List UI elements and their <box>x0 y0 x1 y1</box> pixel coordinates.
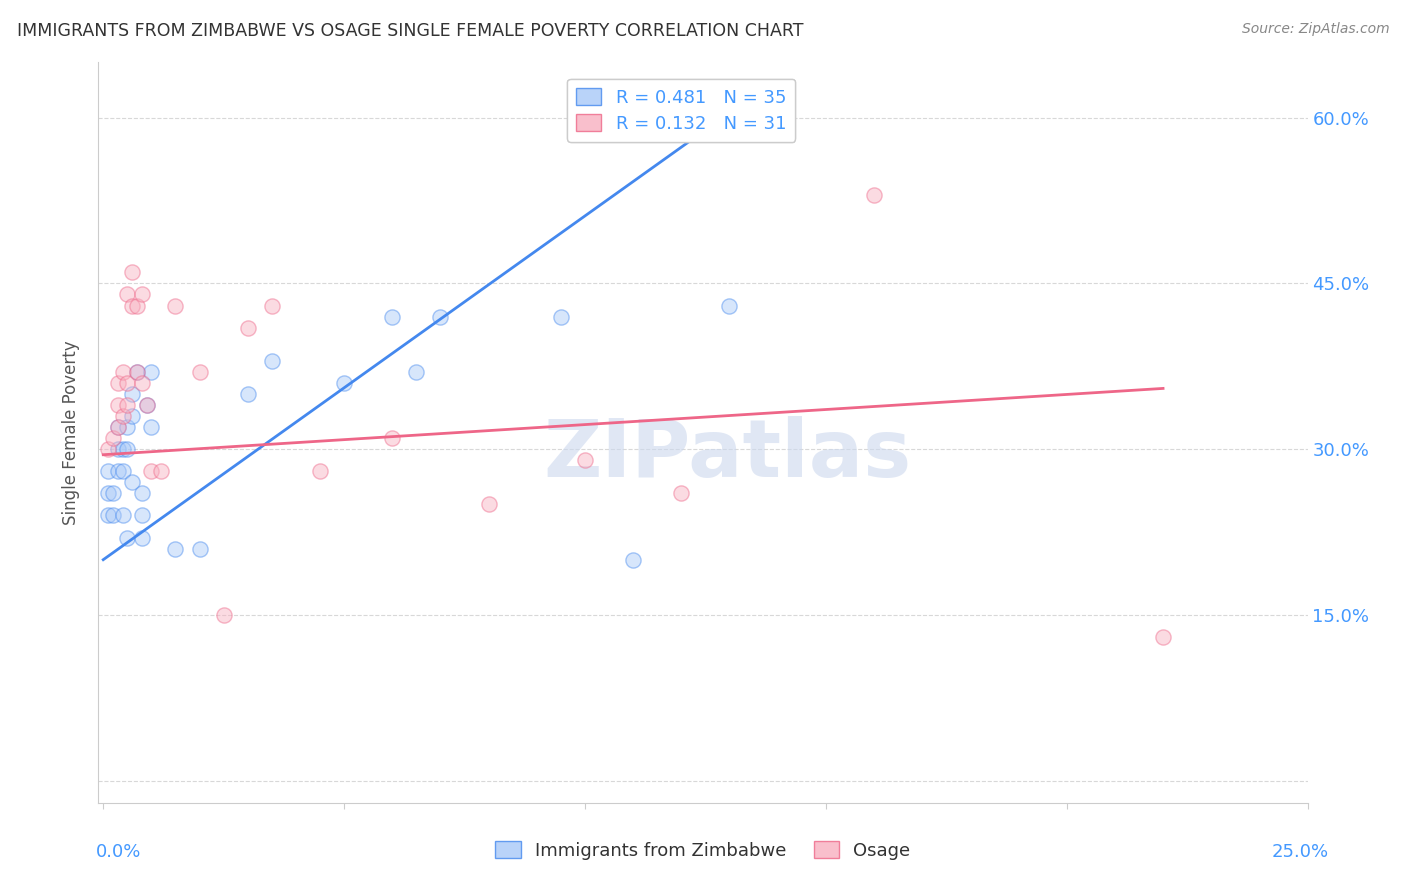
Point <box>309 464 332 478</box>
Point <box>97 442 120 457</box>
Point <box>141 464 163 478</box>
Point <box>150 464 173 478</box>
Point <box>131 376 153 390</box>
Point <box>121 409 143 423</box>
Point <box>135 398 157 412</box>
Point <box>117 442 139 457</box>
Point <box>260 299 283 313</box>
Point <box>107 442 129 457</box>
Point <box>381 310 404 324</box>
Point <box>121 265 143 279</box>
Point <box>429 310 451 324</box>
Point <box>121 387 143 401</box>
Text: IMMIGRANTS FROM ZIMBABWE VS OSAGE SINGLE FEMALE POVERTY CORRELATION CHART: IMMIGRANTS FROM ZIMBABWE VS OSAGE SINGLE… <box>17 22 803 40</box>
Point <box>117 531 139 545</box>
Point <box>111 464 134 478</box>
Point <box>212 607 235 622</box>
Point <box>125 299 148 313</box>
Point <box>333 376 356 390</box>
Point <box>236 320 259 334</box>
Point <box>405 365 427 379</box>
Point <box>260 353 283 368</box>
Text: 0.0%: 0.0% <box>96 843 141 861</box>
Text: ZIPatlas: ZIPatlas <box>543 416 911 494</box>
Point <box>117 398 139 412</box>
Legend: R = 0.481   N = 35, R = 0.132   N = 31: R = 0.481 N = 35, R = 0.132 N = 31 <box>567 78 796 142</box>
Point <box>117 420 139 434</box>
Point <box>107 420 129 434</box>
Point <box>165 541 187 556</box>
Point <box>131 531 153 545</box>
Point <box>125 365 148 379</box>
Point <box>550 310 572 324</box>
Point <box>574 453 596 467</box>
Legend: Immigrants from Zimbabwe, Osage: Immigrants from Zimbabwe, Osage <box>488 834 918 867</box>
Text: 25.0%: 25.0% <box>1271 843 1329 861</box>
Point <box>107 464 129 478</box>
Point <box>97 486 120 500</box>
Point <box>121 299 143 313</box>
Point <box>718 299 741 313</box>
Point <box>141 365 163 379</box>
Point <box>381 431 404 445</box>
Point <box>107 398 129 412</box>
Point <box>125 365 148 379</box>
Point <box>131 486 153 500</box>
Point <box>101 508 124 523</box>
Point <box>107 376 129 390</box>
Point <box>188 365 211 379</box>
Point <box>111 409 134 423</box>
Point <box>621 552 644 566</box>
Point <box>107 420 129 434</box>
Text: Source: ZipAtlas.com: Source: ZipAtlas.com <box>1241 22 1389 37</box>
Point <box>236 387 259 401</box>
Point <box>101 431 124 445</box>
Point <box>131 287 153 301</box>
Point <box>135 398 157 412</box>
Point <box>165 299 187 313</box>
Point <box>671 486 693 500</box>
Point <box>863 188 886 202</box>
Point <box>111 442 134 457</box>
Point <box>111 365 134 379</box>
Point <box>117 376 139 390</box>
Point <box>121 475 143 490</box>
Point <box>117 287 139 301</box>
Point <box>97 508 120 523</box>
Y-axis label: Single Female Poverty: Single Female Poverty <box>62 341 80 524</box>
Point <box>101 486 124 500</box>
Point <box>188 541 211 556</box>
Point <box>1152 630 1174 644</box>
Point <box>131 508 153 523</box>
Point <box>111 508 134 523</box>
Point <box>141 420 163 434</box>
Point <box>478 498 501 512</box>
Point <box>97 464 120 478</box>
